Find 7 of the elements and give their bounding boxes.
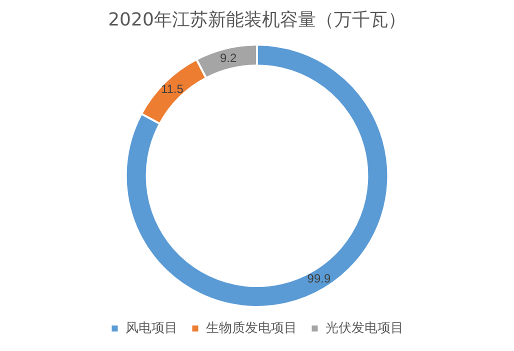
chart-title: 2020年江苏新能装机容量（万千瓦） [108,9,406,30]
data-label: 9.2 [220,50,238,65]
legend-label: 光伏发电项目 [325,320,404,336]
legend-label: 风电项目 [125,320,178,336]
data-label: 11.5 [160,82,184,96]
legend-label: 生物质发电项目 [206,320,297,336]
data-label: 99.9 [307,272,331,286]
